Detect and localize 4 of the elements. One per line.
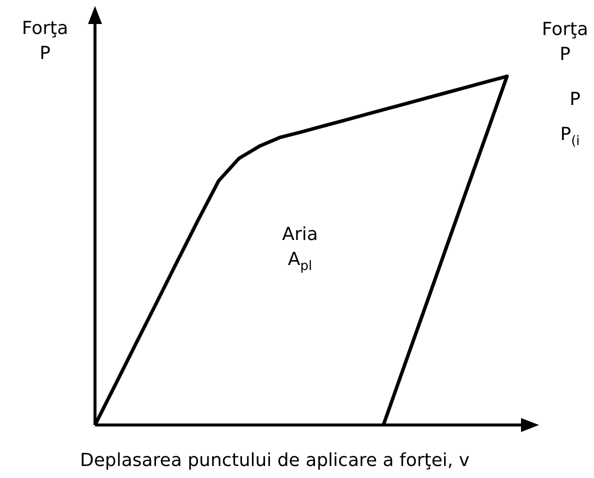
text: P	[570, 89, 581, 110]
text: Forţa P	[542, 19, 588, 65]
y-axis-title: Forţa P	[22, 18, 68, 64]
x-axis-title: Deplasarea punctului de aplicare a forţei, v	[80, 450, 470, 471]
